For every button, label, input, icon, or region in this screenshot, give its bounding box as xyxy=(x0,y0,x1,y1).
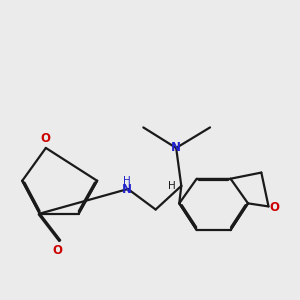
Text: N: N xyxy=(171,141,181,154)
Text: N: N xyxy=(122,183,131,196)
Text: O: O xyxy=(41,133,51,146)
Text: H: H xyxy=(122,176,130,186)
Text: O: O xyxy=(269,202,279,214)
Text: O: O xyxy=(53,244,63,257)
Text: H: H xyxy=(168,181,176,191)
